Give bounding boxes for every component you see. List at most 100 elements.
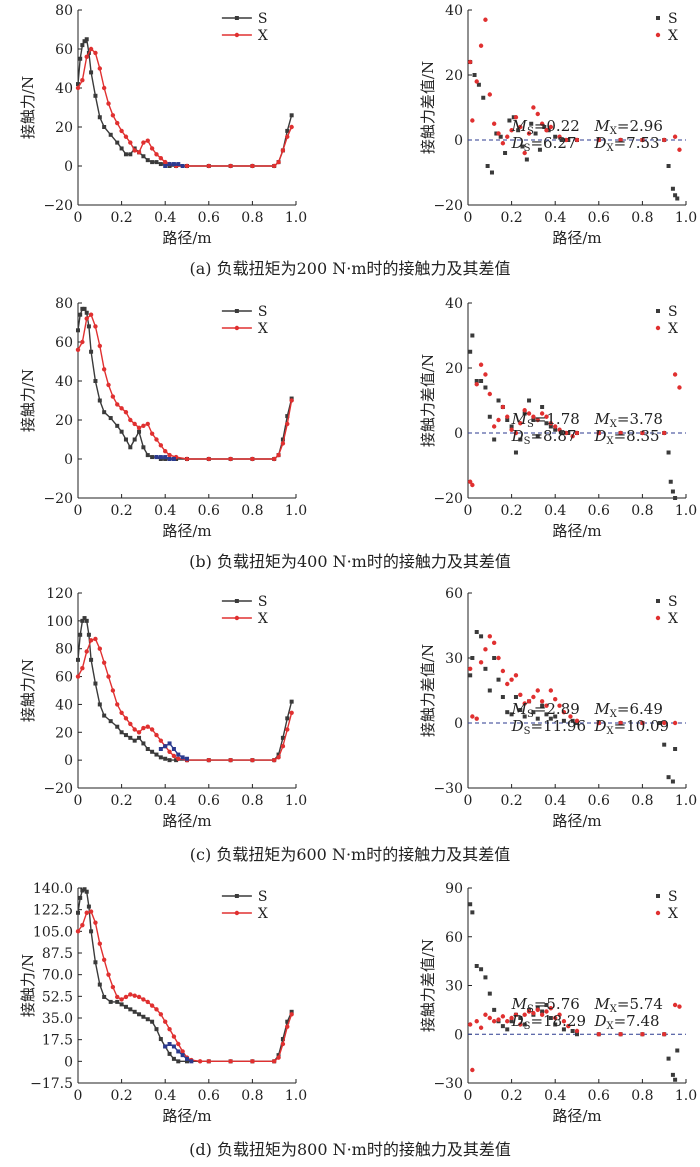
y-tick-label: 60 bbox=[55, 670, 73, 686]
legend-marker-S bbox=[234, 16, 239, 20]
data-point bbox=[115, 724, 120, 729]
data-point bbox=[93, 960, 98, 965]
x-tick-label: 1.0 bbox=[675, 503, 697, 519]
legend-marker-S bbox=[234, 309, 239, 313]
scatter-point-S bbox=[673, 193, 678, 198]
y-tick-label: 20 bbox=[445, 361, 463, 377]
x-axis-label: 路径/m bbox=[552, 1107, 601, 1125]
scatter-point-X bbox=[553, 424, 558, 429]
scatter-point-X bbox=[505, 1019, 510, 1024]
y-tick-label: 40 bbox=[55, 81, 73, 97]
scatter-point-S bbox=[505, 1027, 510, 1032]
data-point bbox=[115, 402, 120, 407]
data-point bbox=[128, 1007, 133, 1012]
data-point bbox=[102, 994, 107, 999]
data-point bbox=[137, 1012, 142, 1017]
data-point bbox=[108, 416, 113, 421]
x-tick-label: 0.4 bbox=[154, 210, 176, 226]
scatter-point-X bbox=[557, 427, 562, 432]
y-tick-label: 40 bbox=[445, 296, 463, 312]
data-point bbox=[115, 140, 120, 145]
data-point bbox=[136, 994, 142, 1000]
scatter-point-S bbox=[548, 716, 553, 721]
scatter-point-X bbox=[662, 1032, 667, 1037]
data-point bbox=[102, 410, 107, 415]
data-point bbox=[228, 163, 233, 169]
scatter-point-X bbox=[526, 411, 532, 416]
legend-label-S: S bbox=[668, 889, 678, 905]
data-point bbox=[75, 347, 81, 352]
scatter-point-S bbox=[503, 151, 508, 155]
legend-label-S: S bbox=[258, 594, 268, 610]
scatter-point-S bbox=[474, 630, 479, 634]
scatter-point-X bbox=[677, 385, 682, 390]
data-point bbox=[280, 441, 286, 446]
data-point bbox=[171, 1044, 176, 1049]
y-tick-label: 0 bbox=[64, 452, 73, 468]
data-point bbox=[88, 909, 94, 914]
scatter-point-S bbox=[474, 964, 479, 968]
scatter-point-X bbox=[509, 427, 514, 432]
x-tick-label: 0.2 bbox=[110, 793, 132, 809]
y-tick-label: 40 bbox=[55, 374, 73, 390]
scatter-point-X bbox=[544, 128, 549, 133]
caption-d: (d) 负载扭矩为800 N·m时的接触力及其差值 bbox=[189, 1140, 511, 1159]
data-point bbox=[189, 1059, 194, 1064]
scatter-point-S bbox=[666, 164, 671, 168]
data-point bbox=[97, 982, 102, 987]
data-point bbox=[276, 755, 281, 760]
scatter-point-S bbox=[535, 434, 540, 439]
data-point bbox=[250, 456, 255, 462]
y-tick-label: 122.5 bbox=[33, 903, 73, 919]
data-point bbox=[119, 710, 124, 715]
scatter-point-X bbox=[526, 1009, 532, 1014]
data-point bbox=[171, 747, 176, 751]
data-point bbox=[93, 379, 98, 383]
scatter-point-S bbox=[531, 418, 536, 422]
data-point bbox=[154, 152, 159, 157]
scatter-point-S bbox=[468, 902, 473, 907]
data-point bbox=[106, 101, 111, 106]
data-point bbox=[132, 421, 137, 427]
y-tick-label: 60 bbox=[445, 930, 463, 946]
data-point bbox=[180, 164, 185, 168]
x-tick-label: 0.6 bbox=[588, 210, 610, 226]
scatter-point-S bbox=[513, 450, 518, 455]
scatter-point-X bbox=[526, 131, 532, 136]
data-point bbox=[167, 749, 172, 754]
scatter-point-S bbox=[518, 437, 523, 442]
scatter-point-S bbox=[527, 398, 532, 403]
scatter-point-S bbox=[537, 147, 542, 152]
data-point bbox=[88, 638, 94, 643]
data-point bbox=[149, 727, 155, 732]
data-point bbox=[145, 1017, 150, 1022]
y-tick-label: 105.0 bbox=[33, 924, 73, 940]
y-tick-label: 0 bbox=[454, 716, 463, 732]
scatter-point-X bbox=[505, 414, 510, 419]
y-tick-label: 0 bbox=[64, 159, 73, 175]
scatter-point-X bbox=[483, 1012, 488, 1017]
data-point bbox=[158, 738, 164, 743]
scatter-point-S bbox=[673, 747, 678, 751]
data-point bbox=[150, 1019, 155, 1024]
legend-label-S: S bbox=[668, 304, 678, 320]
data-point bbox=[228, 1059, 233, 1064]
scatter-point-X bbox=[531, 105, 536, 110]
data-point bbox=[75, 85, 81, 91]
scatter-point-S bbox=[509, 424, 514, 429]
data-point bbox=[75, 674, 81, 679]
data-point bbox=[163, 164, 168, 168]
data-point bbox=[167, 457, 172, 461]
data-point bbox=[97, 646, 103, 651]
data-point bbox=[132, 437, 137, 442]
data-point bbox=[289, 113, 294, 118]
legend-marker-S bbox=[656, 894, 660, 898]
scatter-point-X bbox=[487, 1015, 492, 1021]
data-point bbox=[132, 1009, 137, 1014]
data-point bbox=[141, 423, 146, 429]
x-tick-label: 0.2 bbox=[110, 210, 132, 226]
scatter-point-S bbox=[542, 125, 547, 129]
x-tick-label: 0.6 bbox=[198, 210, 220, 226]
data-point bbox=[108, 132, 113, 137]
